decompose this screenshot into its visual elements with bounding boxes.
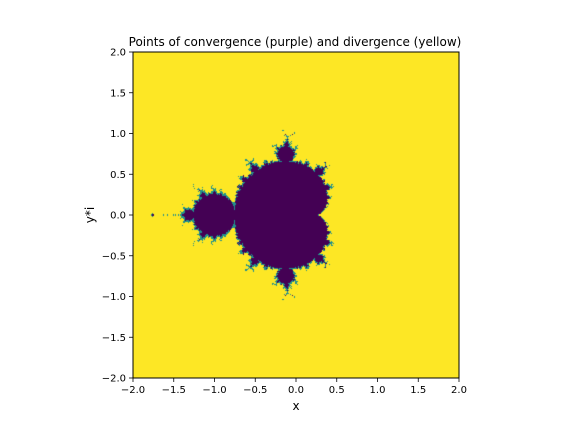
plot-area: [132, 51, 460, 379]
y-axis-label: y*i: [83, 207, 97, 223]
heatmap-image: [133, 52, 459, 378]
y-tick-label: 1.0: [110, 129, 126, 140]
x-tick-label: −0.5: [243, 385, 267, 396]
x-axis-label: x: [292, 399, 299, 413]
x-tick-label: 1.5: [410, 385, 426, 396]
y-axis: 2.0 1.5 1.0 0.5 0.0 −0.5 −1.0 −1.5 −2.0: [102, 48, 133, 385]
y-tick-label: −0.5: [102, 251, 126, 262]
y-tick-label: 2.0: [110, 48, 126, 59]
x-tick-label: 2.0: [451, 385, 467, 396]
y-tick-label: −1.5: [102, 333, 126, 344]
y-tick-label: 0.5: [110, 170, 126, 181]
y-tick-label: −1.0: [102, 292, 126, 303]
x-tick-label: 1.0: [370, 385, 386, 396]
x-tick-label: 0.5: [329, 385, 345, 396]
y-tick-label: 1.5: [110, 88, 126, 99]
y-tick-label: 0.0: [110, 211, 126, 222]
x-tick-label: −1.0: [202, 385, 226, 396]
x-tick-label: −1.5: [162, 385, 186, 396]
x-tick-label: 0.0: [288, 385, 304, 396]
x-axis: −2.0 −1.5 −1.0 −0.5 0.0 0.5 1.0 1.5 2.0: [121, 378, 467, 396]
chart-title: Points of convergence (purple) and diver…: [129, 35, 462, 49]
x-tick-label: −2.0: [121, 385, 145, 396]
y-tick-label: −2.0: [102, 374, 126, 385]
